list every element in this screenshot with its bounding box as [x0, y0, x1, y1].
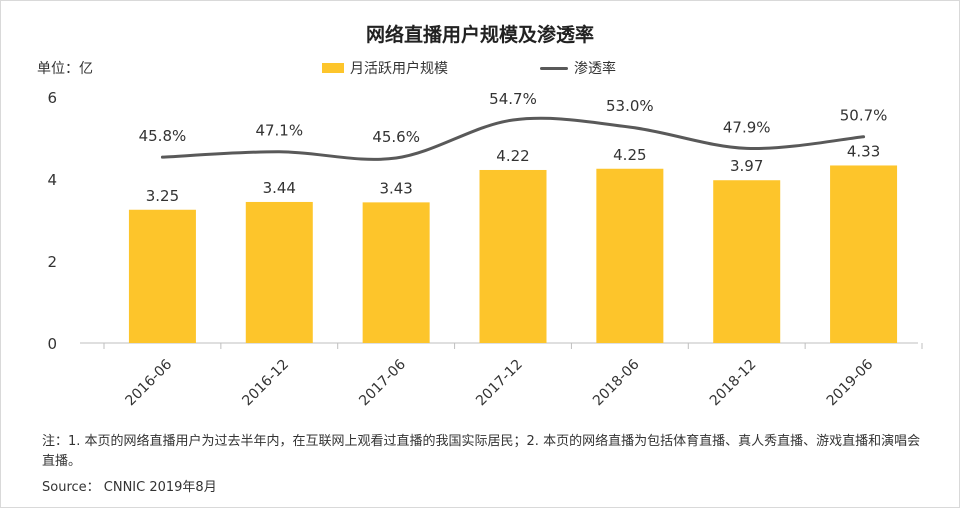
bar-value-label: 3.25 [146, 187, 179, 205]
line-value-label: 54.7% [489, 90, 537, 108]
x-tick-label: 2017-06 [356, 356, 409, 409]
bar-value-label: 3.44 [263, 179, 296, 197]
penetration-rate-line [160, 116, 866, 161]
footnote: 注：1. 本页的网络直播用户为过去半年内，在互联网上观看过直播的我国实际居民；2… [42, 434, 921, 469]
plot-area: 3.25 3.44 3.43 4.22 4.25 3.97 4.33 45.8% 47.1% 4… [47, 89, 923, 410]
bar-value-label: 4.22 [496, 147, 529, 165]
x-tick-label: 2018-12 [707, 357, 760, 410]
legend-bar-swatch [322, 63, 344, 73]
legend: 月活跃用户规模 渗透率 [0, 58, 960, 78]
unit-label: 单位：亿 [37, 61, 93, 77]
x-tick-label: 2017-12 [473, 357, 526, 410]
y-tick-label: 0 [47, 335, 57, 353]
y-tick-label: 4 [47, 171, 57, 189]
bar [596, 168, 664, 343]
x-tick-label: 2016-12 [239, 357, 292, 410]
y-tick-label: 6 [47, 89, 57, 107]
line-value-label: 50.7% [840, 107, 888, 125]
legend-line-label: 渗透率 [574, 61, 616, 77]
bar-value-label: 4.25 [613, 146, 646, 164]
line-value-label: 53.0% [606, 97, 654, 115]
bar [713, 180, 781, 343]
bar [245, 201, 313, 343]
y-tick-label: 2 [47, 253, 57, 271]
line-value-label: 47.1% [255, 122, 303, 140]
chart-title: 网络直播用户规模及渗透率 [365, 24, 594, 46]
bar-value-label: 3.97 [730, 157, 763, 175]
line-value-label: 45.8% [139, 127, 187, 145]
legend-bar-label: 月活跃用户规模 [350, 61, 448, 77]
bar [479, 169, 547, 343]
bar [830, 165, 898, 343]
legend-item-line: 渗透率 [540, 58, 616, 78]
legend-line-swatch [540, 66, 568, 70]
x-tick-label: 2019-06 [824, 356, 877, 409]
bar-value-label: 4.33 [847, 142, 880, 160]
x-tick-label: 2016-06 [123, 356, 176, 409]
line-value-label: 45.6% [372, 128, 420, 146]
bar [128, 209, 196, 343]
line-value-label: 47.9% [723, 118, 771, 136]
bar-value-label: 3.43 [379, 179, 412, 197]
x-tick-label: 2018-06 [590, 356, 643, 409]
bar [362, 202, 430, 343]
legend-item-bars: 月活跃用户规模 [322, 58, 448, 78]
source-note: Source： CNNIC 2019年8月 [42, 480, 217, 495]
